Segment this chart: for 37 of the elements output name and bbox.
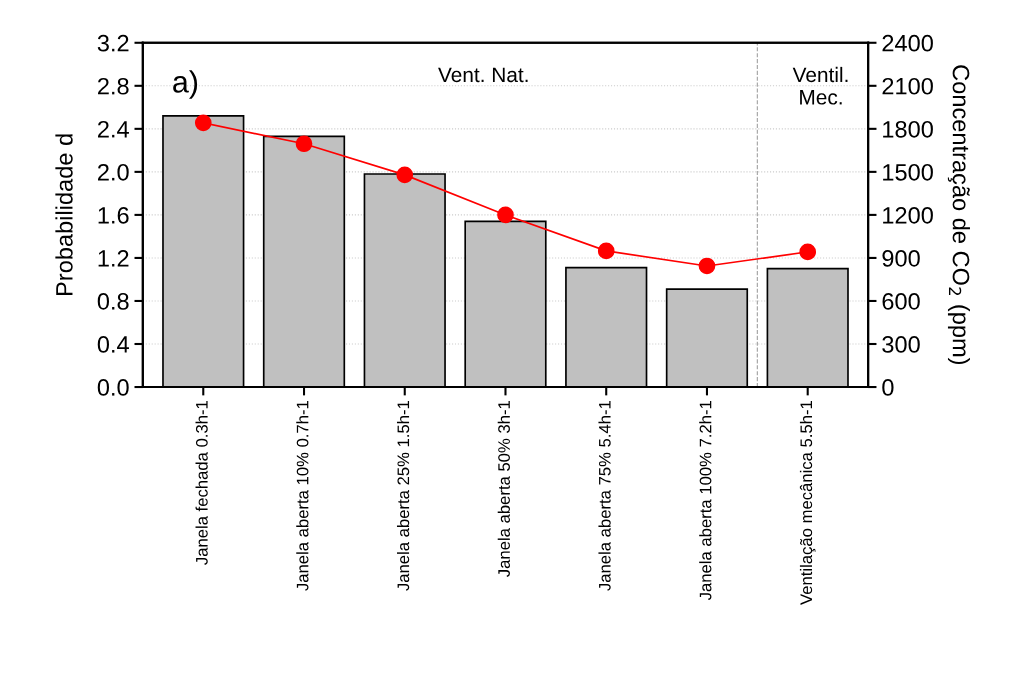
y2-tick-label: 2400 <box>882 34 933 52</box>
point <box>295 135 313 153</box>
y2-tick-label: 900 <box>882 250 920 267</box>
y2-tick-label: 1500 <box>883 163 933 181</box>
y2-axis-title: Concentração de CO$_{2}$ (ppm) <box>947 65 970 365</box>
y-tick-label: 2.0 <box>98 163 129 181</box>
y-tick-label: 3.2 <box>97 34 129 52</box>
y2-tick-label: 300 <box>882 336 920 353</box>
y-tick-label: 2.8 <box>98 77 129 95</box>
y-tick-label: 0.4 <box>97 336 129 353</box>
x-tick-label: Janela aberta 10% 0.7h-1 <box>296 401 309 591</box>
x-tick-label: Janela aberta 75% 5.4h-1 <box>598 401 611 591</box>
y-tick-label: 2.4 <box>98 120 129 138</box>
x-tick-label: Janela aberta 25% 1.5h-1 <box>396 401 410 591</box>
x-tick-label: Janela fechada 0.3h-1 <box>195 401 208 565</box>
point <box>597 242 615 260</box>
annotation: Ventil. Mec. <box>792 66 848 105</box>
y-tick-label: 1.6 <box>98 206 129 224</box>
point <box>799 243 817 261</box>
point <box>497 206 514 224</box>
point <box>396 166 414 184</box>
point <box>698 257 716 275</box>
y-axis-title: Probabilidade d <box>55 134 73 296</box>
y-tick-label: 1.2 <box>98 250 129 267</box>
y-tick-label: 0.0 <box>97 379 129 396</box>
x-tick-label: Janela aberta 50% 3h-1 <box>497 401 510 577</box>
annotation: Vent. Nat. <box>438 67 528 83</box>
x-tick-label: Janela aberta 100% 7.2h-1 <box>699 401 712 601</box>
point <box>194 114 212 132</box>
y2-tick-label: 1800 <box>883 120 933 138</box>
y2-tick-label: 1200 <box>883 206 933 224</box>
y-tick-label: 0.8 <box>97 293 129 310</box>
y2-tick-label: 2100 <box>882 77 933 95</box>
y2-tick-label: 0 <box>882 379 894 396</box>
y2-tick-label: 600 <box>882 293 920 310</box>
annotation: a) <box>173 70 198 99</box>
x-tick-label: Ventilação mecânica 5.5h-1 <box>799 401 816 605</box>
